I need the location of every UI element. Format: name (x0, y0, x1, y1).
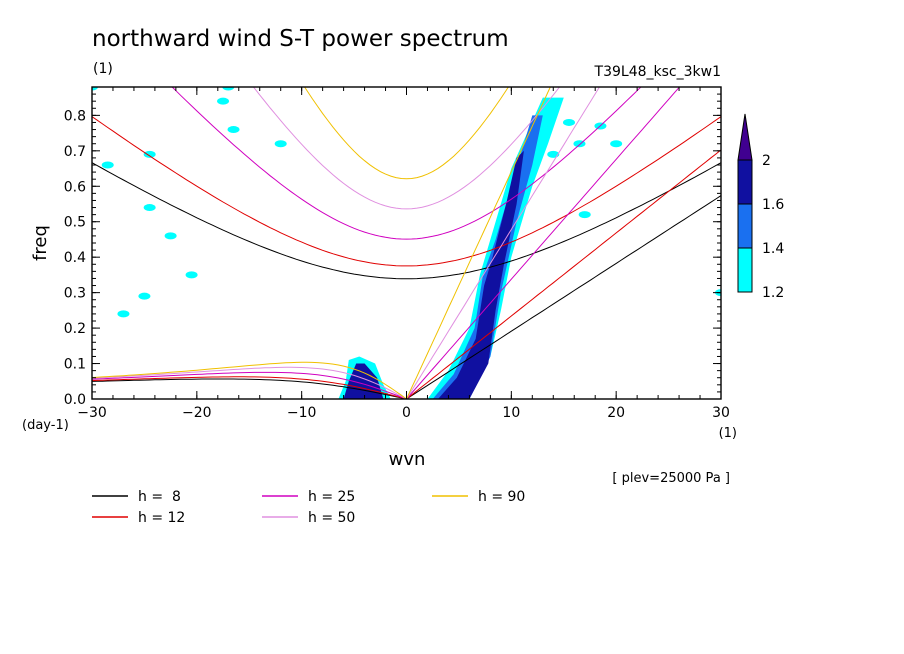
colorbar-label-3: 2 (762, 153, 771, 169)
level-note: [ plev=25000 Pa ] (612, 471, 730, 486)
x-tick-label-5: 20 (607, 405, 625, 421)
inertia-gravity-curve-3 (252, 87, 561, 210)
legend-label-0: h = 8 (138, 489, 181, 505)
colorbar-extend (737, 113, 753, 161)
inertia-gravity-curve-4 (304, 87, 509, 180)
x-tick-label-1: −20 (182, 405, 212, 421)
x-tick-label-6: 30 (712, 405, 730, 421)
colorbar-label-2: 1.6 (762, 197, 784, 213)
x-tick-label-4: 10 (502, 405, 520, 421)
power-region-2 (438, 150, 524, 399)
y-axis-unit: (day-1) (22, 418, 69, 433)
power-blob-7 (185, 271, 198, 279)
dispersion-curves (92, 87, 721, 399)
x-axis-unit: (1) (719, 426, 737, 441)
power-blob-6 (101, 161, 114, 169)
y-tick-label-4: 0.4 (64, 250, 86, 266)
y-axis-label: freq (30, 225, 51, 261)
kelvin-curve-0 (406, 195, 721, 399)
inertia-gravity-curve-1 (92, 116, 721, 267)
y-tick-label-6: 0.6 (64, 179, 86, 195)
x-axis-label: wvn (389, 449, 426, 470)
chart-subtitle-right: T39L48_ksc_3kw1 (594, 64, 721, 80)
colorbar-label-1: 1.4 (762, 241, 784, 257)
plot-frame (91, 86, 722, 400)
rossby-curve-2 (92, 371, 407, 399)
power-blob-13 (274, 140, 287, 148)
y-tick-label-8: 0.8 (64, 108, 86, 124)
x-tick-label-0: −30 (77, 405, 107, 421)
legend-label-1: h = 12 (138, 510, 185, 526)
colorbar: 1.2 1.4 1.6 2 (737, 113, 784, 301)
power-blob-9 (143, 204, 156, 212)
kelvin-curve-1 (406, 149, 721, 399)
colorbar-label-0: 1.2 (762, 285, 784, 301)
axes: −30 −20 −10 0 10 20 30 0.0 0.1 0.2 0.3 0.4 0.5 0.6 0.7… (64, 86, 730, 421)
legend-label-2: h = 25 (308, 489, 355, 505)
y-tick-label-7: 0.7 (64, 144, 86, 160)
rossby-curve-3 (92, 366, 407, 399)
colorbar-box-1 (737, 203, 753, 249)
power-blob-12 (227, 126, 240, 134)
power-regions (92, 87, 721, 399)
chart-title: northward wind S-T power spectrum (92, 26, 509, 52)
x-tick-label-2: −10 (287, 405, 317, 421)
y-tick-label-5: 0.5 (64, 215, 86, 231)
power-blob-11 (217, 97, 230, 105)
chart-subtitle-left: (1) (93, 61, 113, 77)
power-blob-21 (578, 211, 591, 219)
power-blob-15 (92, 87, 98, 91)
power-blob-14 (117, 310, 130, 318)
legend-label-4: h = 90 (478, 489, 525, 505)
power-blob-19 (610, 140, 623, 148)
power-blob-16 (222, 87, 235, 91)
colorbar-box-2 (737, 159, 753, 205)
power-blob-8 (138, 292, 151, 300)
inertia-gravity-curve-0 (92, 162, 721, 280)
kelvin-curve-3 (406, 87, 601, 399)
legend: h = 8 h = 12 h = 25 h = 50 h = 90 (92, 489, 525, 526)
rossby-curve-4 (92, 361, 407, 399)
power-blob-20 (562, 118, 575, 126)
power-blob-5 (143, 150, 156, 158)
y-tick-label-0: 0.0 (64, 392, 86, 408)
power-blob-10 (164, 232, 177, 240)
kelvin-curve-2 (406, 87, 681, 399)
inertia-gravity-curve-2 (171, 87, 642, 240)
legend-label-3: h = 50 (308, 510, 355, 526)
rossby-curve-0 (92, 378, 407, 399)
x-tick-label-3: 0 (402, 405, 411, 421)
y-tick-label-1: 0.1 (64, 357, 86, 373)
colorbar-box-0 (737, 247, 753, 293)
kelvin-curve-4 (406, 87, 551, 399)
y-tick-label-3: 0.3 (64, 286, 86, 302)
rossby-curve-1 (92, 376, 407, 399)
y-tick-label-2: 0.2 (64, 321, 86, 337)
